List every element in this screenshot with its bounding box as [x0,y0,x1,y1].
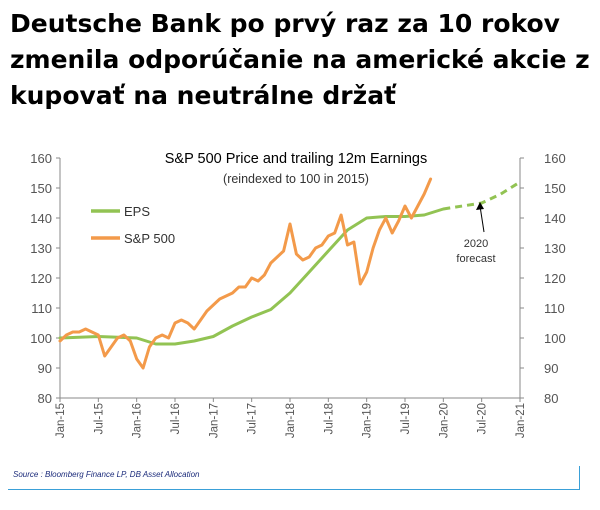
forecast-annotation-text: forecast [456,253,495,265]
y-tick-label-left: 80 [38,391,52,406]
y-tick-label-right: 140 [544,211,566,226]
series-line-s-p-500 [58,177,433,370]
x-tick-label: Jan-18 [285,403,297,438]
frame-border-bottom [8,489,580,490]
forecast-arrow-head [476,202,484,210]
y-tick-label-left: 100 [30,331,52,346]
chart-axes: 80 80 90 90 100 100 110 110 120 120 130 130 140 140 15… [30,151,565,438]
y-tick-label-right: 110 [544,301,565,316]
chart-title: S&P 500 Price and trailing 12m Earnings [165,151,428,167]
x-tick-label: Jul-18 [323,403,335,434]
x-tick-label: Jul-19 [400,403,412,434]
y-tick-label-left: 160 [30,151,52,166]
y-tick-label-right: 90 [544,361,558,376]
y-tick-label-right: 100 [544,331,566,346]
x-tick-label: Jan-20 [438,403,450,438]
y-tick-label-left: 90 [38,361,52,376]
y-tick-label-left: 140 [30,211,52,226]
y-tick-label-right: 130 [544,241,566,256]
chart-svg: S&P 500 Price and trailing 12m Earnings … [30,151,565,438]
y-tick-label-left: 110 [31,301,52,316]
forecast-annotation-text: 2020 [464,238,488,250]
y-tick-label-left: 120 [30,271,52,286]
x-tick-label: Jan-16 [132,403,144,438]
x-tick-label: Jul-20 [477,403,489,434]
forecast-arrow-shaft [479,205,485,233]
series-line-eps-forecast [443,180,521,211]
y-tick-label-right: 120 [544,271,566,286]
legend-label: EPS [124,204,150,219]
legend-label: S&P 500 [124,231,175,246]
x-tick-label: Jan-17 [208,403,220,438]
x-tick-label: Jul-17 [247,403,259,434]
x-tick-label: Jan-15 [55,403,67,438]
x-tick-label: Jul-16 [170,403,182,434]
x-tick-label: Jan-19 [362,403,374,438]
chart-legend: EPS S&P 500 [91,204,175,246]
chart: S&P 500 Price and trailing 12m Earnings … [0,140,600,506]
chart-series-layer [58,177,521,370]
frame-border-right [579,466,580,490]
y-tick-label-right: 80 [544,391,558,406]
y-tick-label-right: 160 [544,151,566,166]
series-line-eps [58,207,445,346]
x-tick-label: Jul-15 [93,403,105,434]
source-note: Source : Bloomberg Finance LP, DB Asset … [13,470,200,479]
chart-subtitle: (reindexed to 100 in 2015) [223,172,369,186]
y-tick-label-left: 130 [30,241,52,256]
forecast-annotation: 2020 forecast [456,202,496,265]
headline: Deutsche Bank po prvý raz za 10 rokov zm… [10,9,590,110]
x-tick-label: Jan-21 [515,403,527,438]
y-tick-label-left: 150 [30,181,52,196]
y-tick-label-right: 150 [544,181,566,196]
